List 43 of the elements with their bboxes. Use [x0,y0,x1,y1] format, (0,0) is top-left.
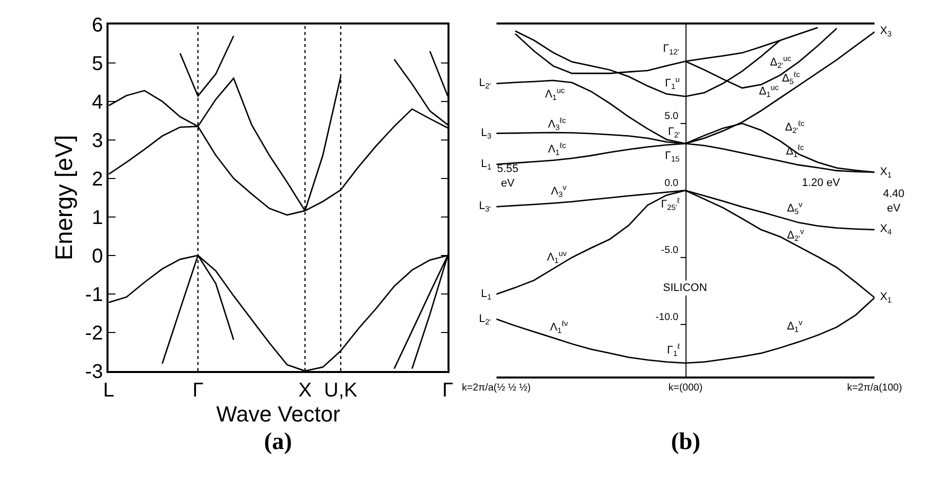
x-tick-label: Γ [442,380,454,402]
annotation: 5.55 eV [497,163,518,190]
annotation: L$_{2'}$ [479,313,492,326]
y-tick-label: -1 [85,284,103,306]
x-tick-label: k=2π/a(½ ½ ½) [462,382,531,394]
y-tick-label: 3 [92,130,103,152]
y-tick-label: 4 [92,91,103,114]
text: (a) [264,429,292,455]
annotation: Γ$_{15}$ [665,150,680,164]
annotation: X$_{1}$ [880,291,892,304]
x-tick-label: k=(000) [668,382,703,394]
y-tick-label: -2 [85,322,103,344]
text: (b) [671,429,700,455]
annotation: L$_{2'}$ [479,77,492,90]
annotation: Γ$_{2'}$ [668,126,680,140]
annotation: X$_{3}$ [880,25,892,38]
annotation: Γ$_{12'}$ [663,43,680,56]
x-tick-label: U,K [324,380,358,402]
annotation: L$_{1}$ [481,158,492,172]
x-tick-label: X [298,380,312,402]
annotation: SILICON [663,282,708,294]
x-tick-label: Γ [192,380,204,402]
y-tick-label: 0 [92,245,103,268]
x-tick-label: L [103,380,114,402]
y-tick-label: -3 [85,360,103,383]
y-tick-label: 5 [92,52,103,75]
y-tick-label: -10.0 [656,312,679,323]
annotation: L$_{3}$ [481,127,492,140]
annotation: L$_{3'}$ [479,200,492,214]
annotation: X$_{1}$ [880,166,892,180]
x-tick-label: k=2π/a(100) [847,382,902,394]
y-tick-label: 0.0 [664,178,679,189]
y-tick-label: 1 [92,206,103,229]
y-tick-label: 5.0 [664,110,679,122]
x-axis-title: Wave Vector [216,402,340,427]
y-axis-title: Energy [eV] [50,134,78,260]
annotation: X$_{4}$ [880,223,892,236]
annotation: L$_{1}$ [481,288,492,302]
y-tick-label: 6 [92,14,103,36]
annotation: 1.20 eV [802,177,841,189]
text: 4.40 eV [883,188,904,214]
y-tick-label: -5.0 [661,244,679,256]
y-tick-label: 2 [92,168,103,190]
